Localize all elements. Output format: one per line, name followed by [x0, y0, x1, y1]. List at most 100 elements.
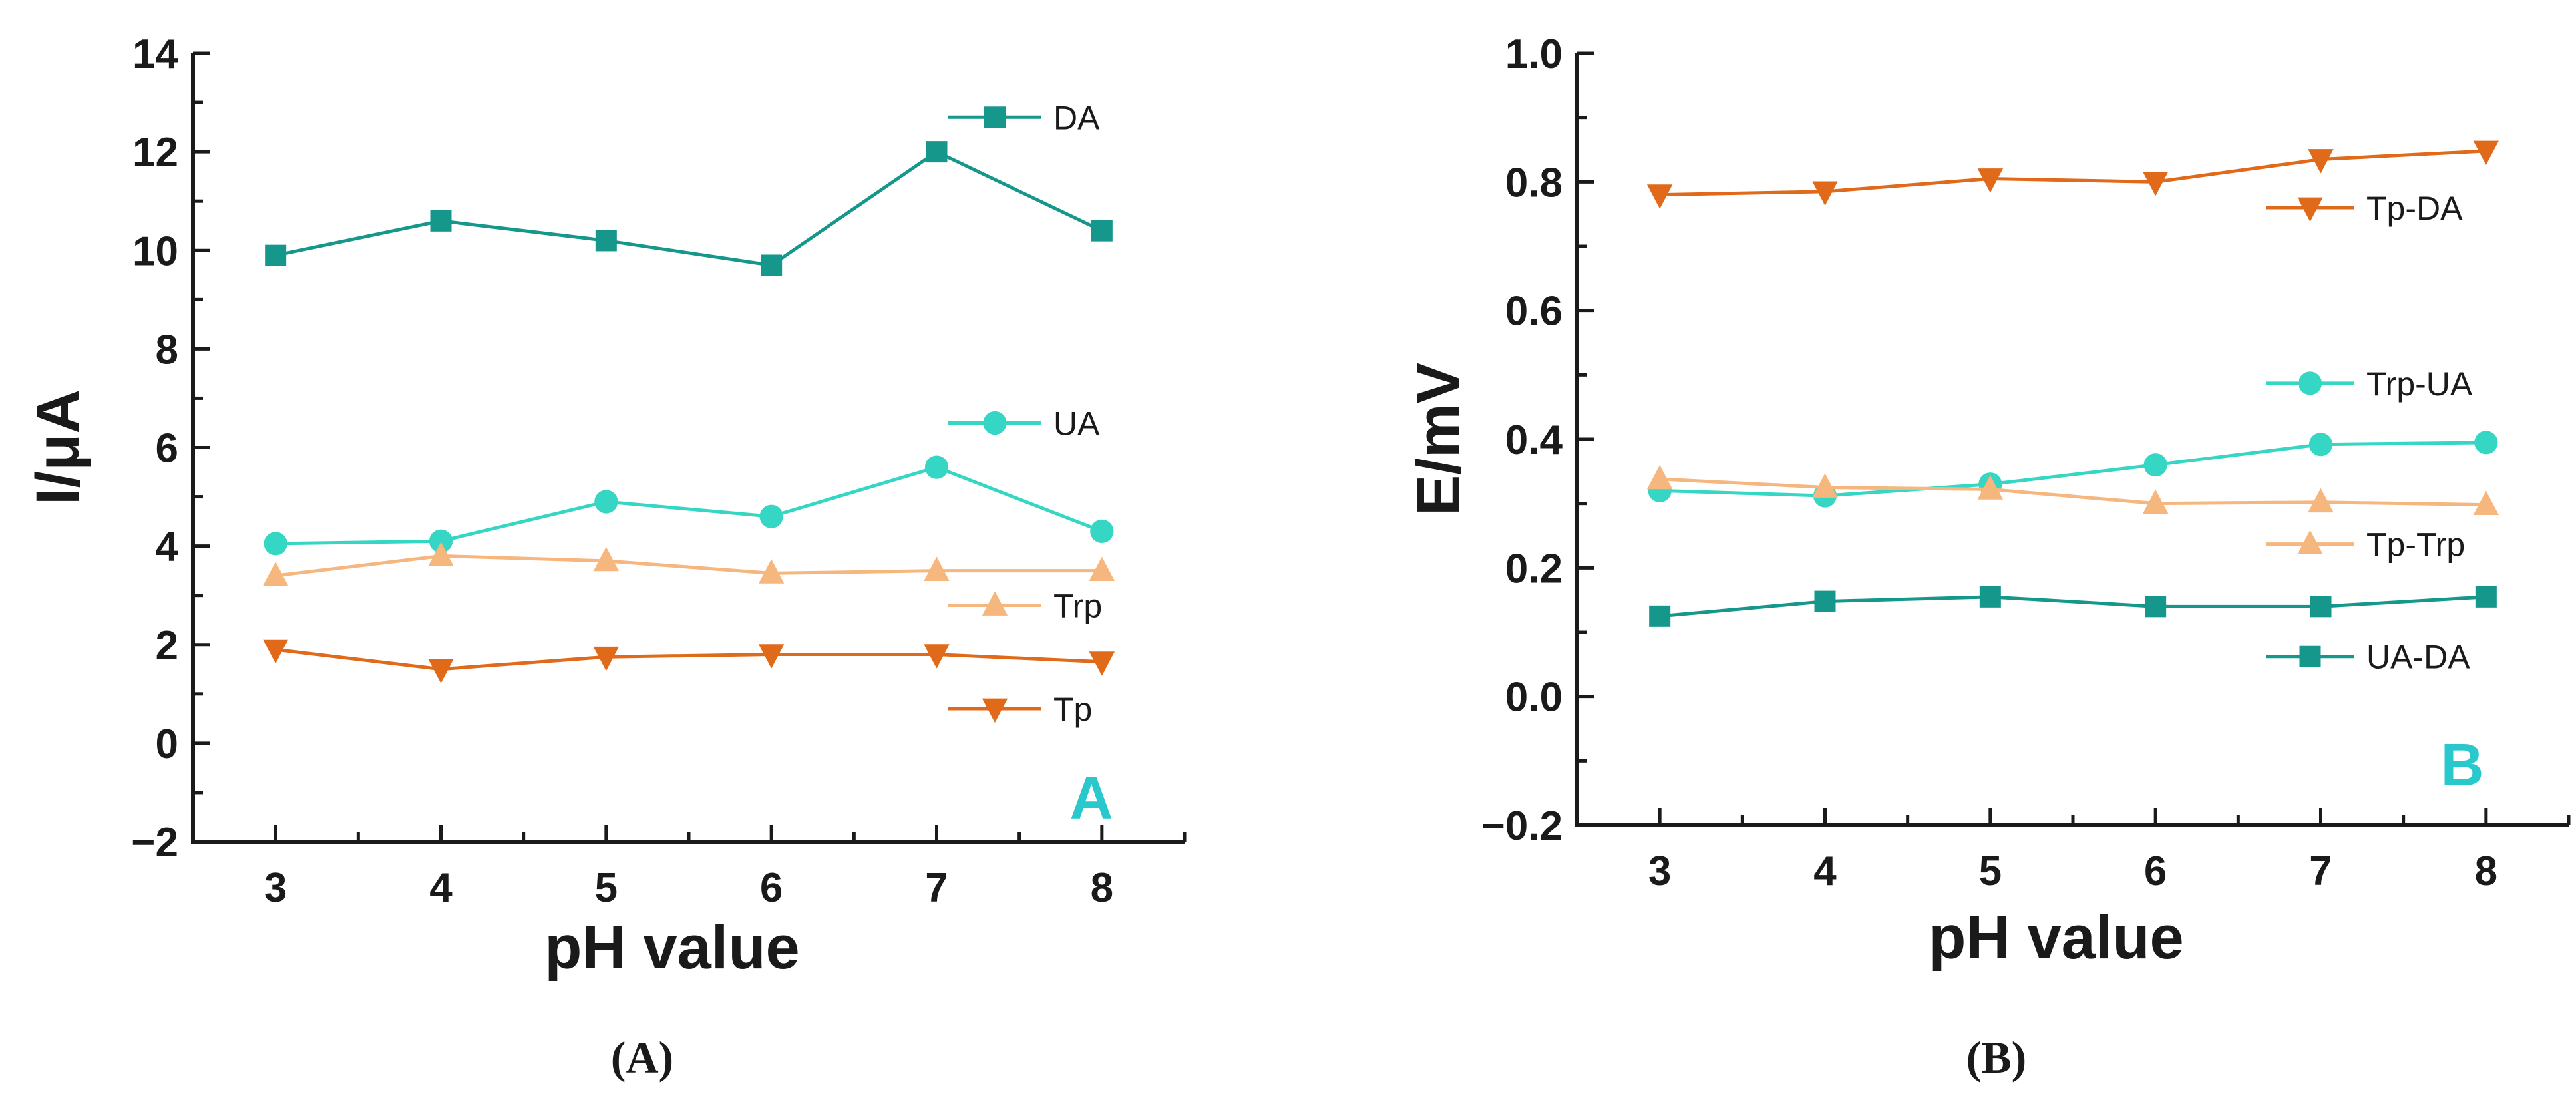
data-point — [2473, 140, 2499, 166]
data-point — [1646, 464, 1673, 490]
legend-label: Tp-Trp — [2366, 526, 2465, 564]
legend-label: UA — [1053, 405, 1100, 442]
y-tick-label: −2 — [131, 820, 178, 866]
y-axis-title: E/mV — [1405, 363, 1473, 516]
data-point — [924, 556, 950, 582]
x-tick-label: 3 — [1648, 848, 1671, 894]
legend-marker — [2298, 371, 2322, 395]
y-tick-label: 2 — [156, 623, 178, 669]
series-UA-DA: UA-DA — [1649, 586, 2497, 676]
series-Trp-UA: Trp-UA — [1648, 365, 2498, 508]
series-line — [275, 647, 1102, 671]
series-DA: DA — [265, 99, 1113, 276]
x-tick-label: 8 — [2475, 848, 2497, 894]
x-axis-title: pH value — [1929, 904, 2183, 972]
data-point — [2310, 596, 2332, 618]
x-tick-label: 7 — [925, 865, 948, 911]
legend-marker — [2297, 530, 2323, 554]
series-line — [1660, 149, 2486, 197]
legend-label: UA-DA — [2366, 639, 2470, 676]
y-tick-label: 8 — [156, 327, 178, 373]
series-Tp-Trp: Tp-Trp — [1646, 464, 2499, 564]
x-tick-label: 4 — [429, 865, 453, 911]
data-point — [2308, 488, 2334, 513]
series-Tp: Tp — [262, 639, 1115, 728]
legend-label: Trp-UA — [2366, 365, 2473, 403]
y-tick-label: 0 — [156, 721, 178, 767]
data-point — [264, 532, 287, 556]
data-point — [2474, 431, 2498, 455]
data-point — [594, 490, 618, 514]
x-tick-label: 5 — [1979, 848, 2002, 894]
data-point — [1812, 181, 1838, 206]
data-point — [758, 644, 785, 669]
panel-letter: A — [1070, 765, 1113, 832]
x-tick-label: 6 — [760, 865, 783, 911]
x-axis-title: pH value — [544, 914, 799, 982]
chart-panel-B: −0.2 0.0 0.2 0.4 0.6 0.8 1.0 3 4 5 6 7 8 E/mV pH value… — [1405, 31, 2571, 1083]
data-point — [1814, 590, 1836, 612]
data-point — [1812, 473, 1838, 498]
series-line — [276, 465, 1103, 546]
panel-caption: (A) — [611, 1032, 673, 1083]
data-point — [2308, 433, 2333, 457]
legend-label: Tp — [1053, 691, 1092, 728]
data-point — [2142, 171, 2169, 196]
x-tick-label: 7 — [2309, 848, 2332, 894]
chart-panel-A: −2 0 2 4 6 8 10 12 14 3 4 5 6 7 8 I/μA pH value DA UA Trp Tp… — [24, 31, 1187, 1083]
x-tick-label: 4 — [1813, 848, 1837, 894]
y-axis-title: I/μA — [24, 389, 92, 505]
data-point — [2143, 453, 2167, 477]
data-point — [429, 529, 453, 553]
legend-marker — [982, 698, 1008, 723]
y-tick-label: 0.2 — [1505, 546, 1563, 592]
legend-label: Tp-DA — [2366, 190, 2463, 227]
y-tick-label: 4 — [156, 524, 179, 570]
y-tick-label: 0.0 — [1505, 675, 1563, 721]
legend-label: Trp — [1053, 588, 1102, 625]
x-tick-label: 8 — [1091, 865, 1113, 911]
y-tick-label: 6 — [156, 426, 178, 472]
series-line — [1660, 477, 2486, 507]
x-tick-label: 5 — [595, 865, 618, 911]
data-point — [593, 546, 620, 572]
x-tick-label: 6 — [2144, 848, 2167, 894]
series-Trp: Trp — [262, 542, 1115, 625]
x-tick-label: 3 — [264, 865, 287, 911]
series-line — [1659, 595, 2486, 618]
data-point — [1977, 168, 2004, 193]
series-Tp-DA: Tp-DA — [1646, 140, 2499, 227]
y-tick-label: 1.0 — [1505, 31, 1563, 77]
data-point — [926, 141, 948, 163]
data-point — [1089, 556, 1115, 582]
series-line — [275, 150, 1103, 268]
data-point — [595, 230, 617, 252]
data-point — [430, 210, 452, 232]
legend-label: DA — [1053, 99, 1100, 136]
data-point — [761, 254, 783, 276]
legend-marker — [983, 411, 1007, 435]
panel-caption: (B) — [1966, 1032, 2027, 1083]
data-point — [262, 561, 289, 586]
data-point — [2475, 586, 2497, 608]
data-point — [2145, 596, 2167, 618]
data-point — [924, 455, 949, 479]
data-point — [1977, 475, 2004, 500]
y-tick-label: 12 — [132, 130, 178, 176]
y-tick-label: 0.4 — [1505, 417, 1563, 463]
data-point — [428, 542, 454, 566]
y-tick-label: 14 — [132, 31, 178, 77]
data-point — [1649, 605, 1671, 627]
data-point — [593, 646, 620, 671]
data-point — [759, 504, 783, 528]
data-point — [924, 644, 950, 669]
y-tick-label: 0.6 — [1505, 289, 1563, 335]
data-point — [265, 244, 287, 266]
data-point — [1089, 651, 1115, 676]
data-point — [262, 639, 289, 664]
panel-letter: B — [2441, 732, 2484, 799]
data-point — [1090, 519, 1114, 544]
y-tick-label: 10 — [132, 228, 178, 274]
y-tick-label: 0.8 — [1505, 160, 1563, 206]
